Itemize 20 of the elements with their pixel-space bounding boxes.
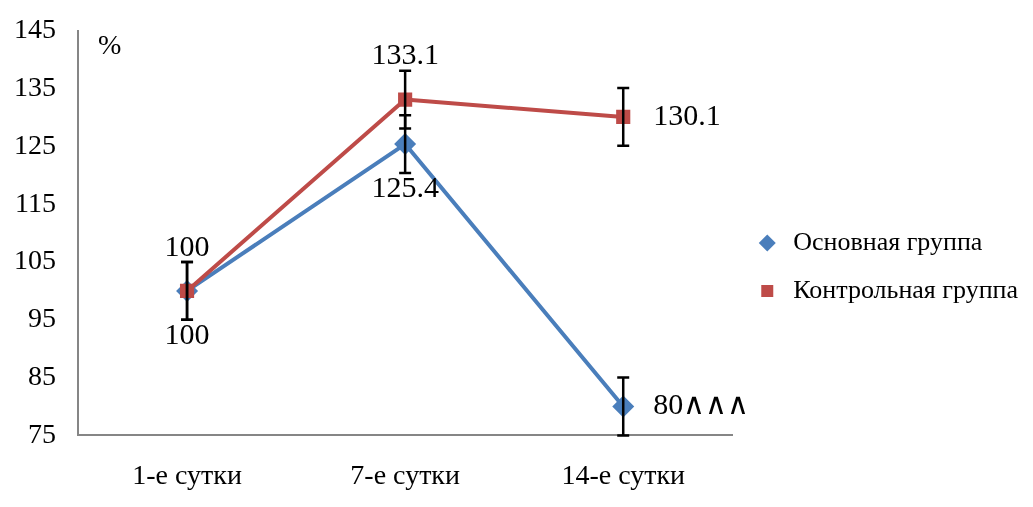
legend-label: Основная группа: [793, 226, 983, 256]
x-tick-label: 14-е сутки: [561, 458, 686, 490]
y-tick-label: 75: [28, 417, 56, 449]
y-tick-label: 85: [28, 359, 56, 391]
legend-label: Контрольная группа: [793, 274, 1019, 304]
data-label: 133.1: [371, 37, 439, 71]
data-label: 100: [164, 316, 210, 350]
data-label: 80∧∧∧: [653, 387, 750, 421]
y-axis-title: %: [98, 29, 122, 61]
data-label: 125.4: [371, 169, 439, 203]
y-tick-label: 105: [14, 244, 56, 276]
y-tick-label: 125: [14, 128, 56, 160]
data-label: 100: [164, 228, 210, 262]
y-tick-label: 95: [28, 302, 56, 334]
data-label: 130.1: [653, 97, 721, 131]
y-tick-label: 135: [14, 70, 56, 102]
x-tick-label: 7-е сутки: [350, 458, 460, 490]
x-tick-label: 1-е сутки: [132, 458, 242, 490]
y-tick-label: 145: [14, 13, 56, 45]
y-tick-label: 115: [15, 186, 56, 218]
